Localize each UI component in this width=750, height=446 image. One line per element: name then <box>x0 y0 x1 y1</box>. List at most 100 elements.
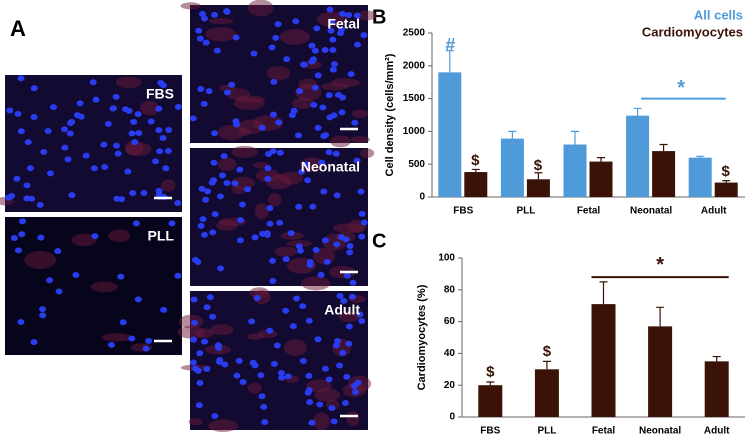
cell-body <box>279 29 310 45</box>
nucleus <box>311 47 319 54</box>
cell-body <box>266 65 291 81</box>
nucleus <box>107 341 115 348</box>
nucleus <box>287 230 295 237</box>
nucleus <box>200 231 208 238</box>
nucleus <box>276 219 284 226</box>
error-bar <box>712 355 721 362</box>
nucleus <box>196 350 204 357</box>
nucleus <box>253 294 261 301</box>
nucleus <box>309 203 317 210</box>
nucleus <box>190 336 198 343</box>
bar <box>626 115 650 197</box>
nucleus <box>209 229 217 236</box>
nucleus <box>346 249 354 256</box>
nucleus <box>194 367 202 374</box>
cell-body <box>139 100 160 116</box>
cell-body <box>291 97 315 109</box>
cell-body <box>108 229 131 243</box>
cell-body <box>278 171 304 185</box>
nucleus <box>152 158 160 165</box>
nucleus <box>339 349 347 356</box>
cell-body <box>247 0 274 17</box>
y-tick-label: 2000 <box>403 60 426 71</box>
y-tick-label: 1000 <box>403 126 426 137</box>
nucleus <box>64 156 72 163</box>
nucleus <box>145 337 153 344</box>
nucleus <box>218 172 226 179</box>
nucleus <box>203 304 211 311</box>
nucleus <box>328 405 336 412</box>
nucleus <box>304 177 312 184</box>
nucleus <box>332 150 340 157</box>
bar <box>464 172 488 197</box>
nucleus <box>341 399 349 406</box>
y-tick-label: 0 <box>419 192 425 203</box>
nucleus <box>6 107 14 114</box>
nucleus <box>46 170 54 177</box>
nucleus <box>211 130 219 137</box>
nucleus <box>122 106 130 113</box>
x-tick-label: Neonatal <box>630 206 672 217</box>
x-tick-label: Fetal <box>577 206 601 217</box>
nucleus <box>249 359 257 366</box>
nucleus <box>201 338 209 345</box>
cell-body <box>231 145 258 159</box>
nucleus <box>23 182 31 189</box>
nucleus <box>82 152 90 159</box>
cell-body <box>253 162 269 169</box>
nucleus <box>314 336 322 343</box>
nucleus <box>155 187 163 194</box>
nucleus <box>319 104 327 111</box>
nucleus <box>73 112 81 119</box>
nucleus <box>282 256 290 263</box>
nucleus <box>223 89 231 96</box>
nucleus <box>14 110 22 117</box>
nucleus <box>36 201 44 208</box>
nucleus <box>266 327 274 334</box>
nucleus <box>292 18 300 25</box>
nucleus <box>283 56 291 63</box>
y-tick-label: 100 <box>438 253 455 264</box>
bar <box>589 161 613 197</box>
bar <box>526 179 550 197</box>
nucleus <box>336 292 344 299</box>
nucleus <box>296 247 304 254</box>
image-label: PLL <box>148 228 175 244</box>
nucleus <box>257 372 265 379</box>
nucleus <box>211 11 219 18</box>
nucleus <box>338 26 346 33</box>
nucleus <box>210 159 218 166</box>
cell-body <box>346 410 360 427</box>
nucleus <box>17 319 25 326</box>
nucleus <box>198 185 206 192</box>
nucleus <box>258 393 266 400</box>
nucleus <box>360 32 368 39</box>
nucleus <box>112 142 120 149</box>
nucleus <box>296 88 304 95</box>
error-bar <box>486 381 495 386</box>
nucleus <box>220 153 228 160</box>
cell-body <box>161 179 176 192</box>
nucleus <box>44 128 52 135</box>
image-label: FBS <box>146 86 174 102</box>
nucleus <box>231 180 239 187</box>
nucleus <box>275 119 283 126</box>
nucleus <box>298 168 306 175</box>
nucleus <box>174 200 182 207</box>
nucleus <box>278 374 286 381</box>
nucleus <box>14 247 22 254</box>
nucleus <box>30 113 38 120</box>
nucleus <box>310 101 318 108</box>
x-tick-label: Neonatal <box>639 426 681 437</box>
cell-body <box>351 109 369 119</box>
nucleus <box>346 243 354 250</box>
nucleus <box>345 11 353 18</box>
nucleus <box>356 311 364 318</box>
y-axis-label: Cardiomyocytes (%) <box>416 284 428 390</box>
nucleus <box>314 124 322 131</box>
nucleus <box>348 293 356 300</box>
panel-label: A <box>10 16 26 41</box>
annotation: $ <box>722 163 731 180</box>
cell-body <box>338 310 361 322</box>
